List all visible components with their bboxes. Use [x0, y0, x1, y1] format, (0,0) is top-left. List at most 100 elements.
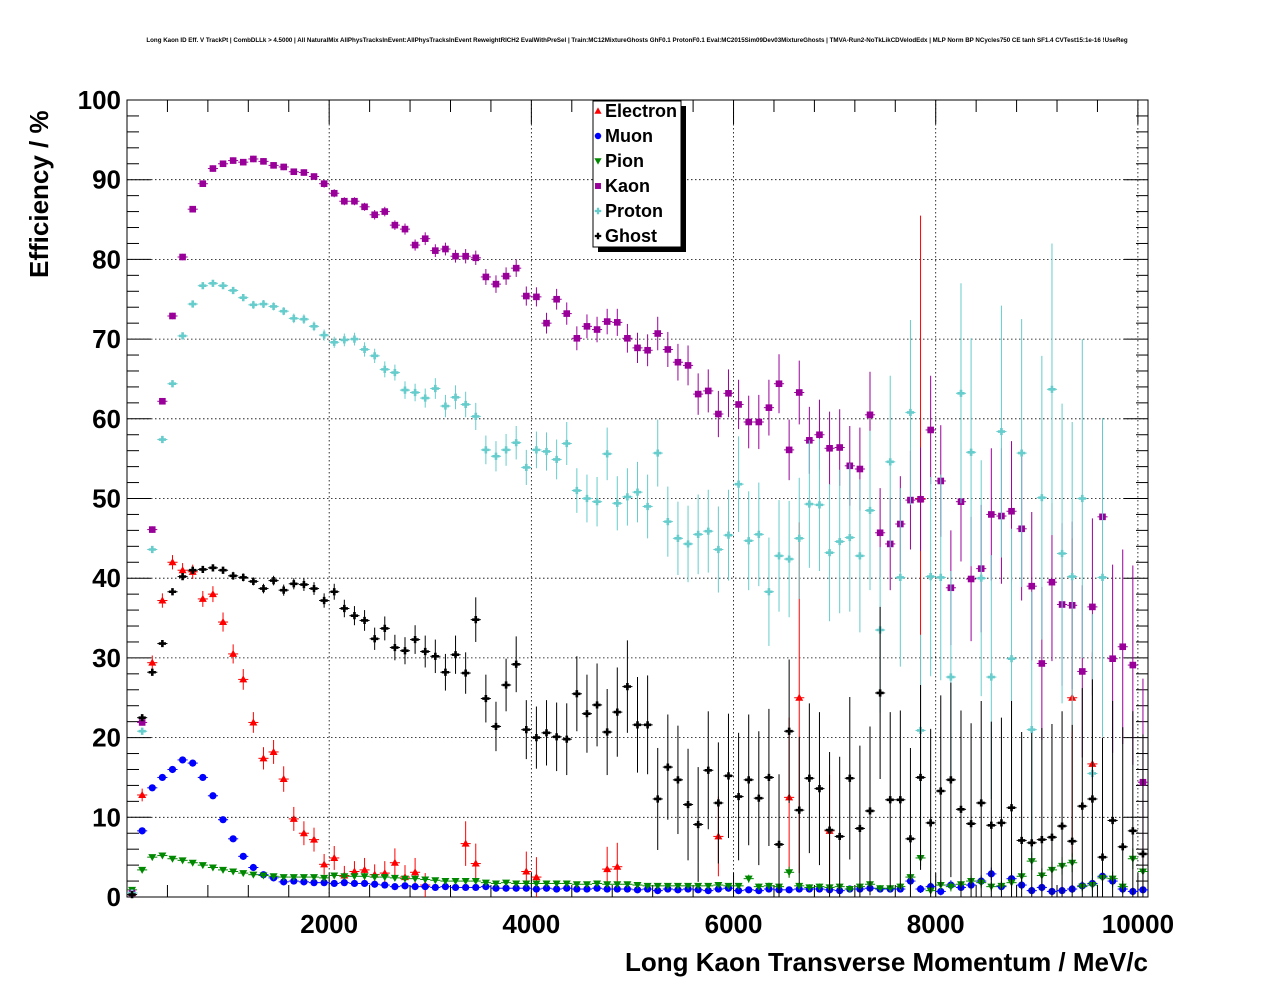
muon-marker [189, 759, 197, 767]
ghost-marker [330, 588, 338, 596]
muon-marker [209, 792, 217, 800]
kaon-marker [1078, 668, 1086, 675]
ghost-point [147, 668, 158, 676]
proton-marker [866, 506, 874, 515]
proton-point [258, 300, 269, 309]
muon-point [592, 884, 603, 892]
muon-marker [593, 884, 601, 892]
ghost-point [511, 636, 522, 693]
pion-point [339, 873, 350, 881]
kaon-marker [391, 221, 399, 229]
ghost-marker [381, 624, 389, 633]
kaon-point [622, 323, 633, 353]
proton-point [399, 381, 411, 399]
ghost-point [470, 597, 481, 642]
muon-marker [734, 887, 743, 895]
kaon-point [561, 302, 572, 325]
kaon-point [652, 316, 663, 351]
ghost-point [137, 714, 148, 722]
electron-marker [249, 718, 258, 726]
pion-point [652, 882, 663, 890]
proton-point [733, 436, 744, 532]
ghost-point [531, 706, 542, 769]
ghost-point [905, 747, 916, 897]
kaon-marker [320, 180, 328, 187]
proton-point [288, 313, 299, 324]
kaon-point [187, 205, 198, 213]
proton-point [763, 537, 774, 646]
kaon-marker [270, 162, 277, 169]
proton-marker [421, 394, 429, 402]
ticks-layer: 2000 4000 6000 8000 10000 0 10 20 30 40 50 60 70 80 90… [78, 85, 1174, 939]
ghost-point [521, 700, 532, 760]
pion-marker [441, 878, 450, 886]
muon-marker [158, 773, 166, 782]
muon-point [147, 784, 158, 792]
ghost-marker [957, 805, 965, 813]
ghost-point [945, 682, 956, 878]
electron-point [268, 739, 279, 764]
muon-point [228, 835, 239, 843]
ghost-marker [401, 647, 409, 655]
muon-marker [583, 885, 591, 893]
kaon-marker [310, 173, 318, 180]
pion-marker [471, 878, 480, 886]
proton-marker [1018, 449, 1026, 457]
pion-marker [653, 882, 662, 890]
kaon-marker [775, 380, 783, 388]
y-tick-label: 100 [78, 85, 121, 115]
ghost-point [339, 599, 350, 618]
kaon-marker [553, 295, 560, 303]
ghost-point [1067, 724, 1078, 897]
proton-marker [724, 531, 733, 539]
proton-point [1097, 418, 1108, 737]
ghost-point [622, 640, 633, 733]
kaon-point [258, 158, 269, 165]
ghost-point [288, 578, 299, 590]
muon-point [359, 879, 370, 888]
proton-marker [1068, 573, 1076, 581]
proton-marker [502, 446, 510, 454]
kaon-marker [866, 411, 874, 419]
proton-point [359, 342, 370, 357]
proton-point [157, 435, 168, 444]
ghost-marker [259, 584, 268, 593]
electron-marker [471, 859, 480, 867]
kaon-marker [725, 389, 732, 397]
kaon-marker [715, 410, 722, 418]
kaon-marker [745, 418, 752, 426]
proton-marker [603, 450, 611, 458]
pion-marker [158, 852, 167, 860]
proton-point [895, 488, 906, 667]
pion-point [298, 874, 309, 882]
proton-point [814, 438, 825, 572]
kaon-point [541, 312, 552, 334]
pion-marker [744, 875, 753, 883]
ghost-marker [836, 832, 844, 841]
proton-marker [209, 279, 217, 287]
ghost-point [430, 639, 441, 674]
ghost-point [389, 634, 400, 661]
kaon-point [238, 158, 249, 166]
pion-point [521, 880, 532, 888]
pion-point [470, 878, 481, 886]
muon-marker [492, 884, 500, 892]
proton-point [480, 435, 491, 465]
legend-label-kaon: Kaon [605, 176, 650, 196]
legend-swatch-pion [594, 158, 602, 165]
muon-marker [350, 879, 359, 888]
kaon-marker [927, 426, 934, 434]
electron-marker [795, 693, 804, 701]
electron-point [167, 555, 178, 570]
pion-point [319, 874, 330, 882]
ghost-marker [795, 806, 803, 814]
ghost-marker [866, 807, 874, 815]
x-tick-label: 2000 [300, 909, 358, 939]
proton-point [753, 482, 764, 587]
muon-point [137, 827, 148, 835]
pion-marker [512, 880, 521, 888]
x-tick-label: 10000 [1102, 909, 1174, 939]
kaon-point [298, 169, 309, 176]
proton-marker [350, 335, 359, 343]
proton-point [228, 286, 239, 295]
